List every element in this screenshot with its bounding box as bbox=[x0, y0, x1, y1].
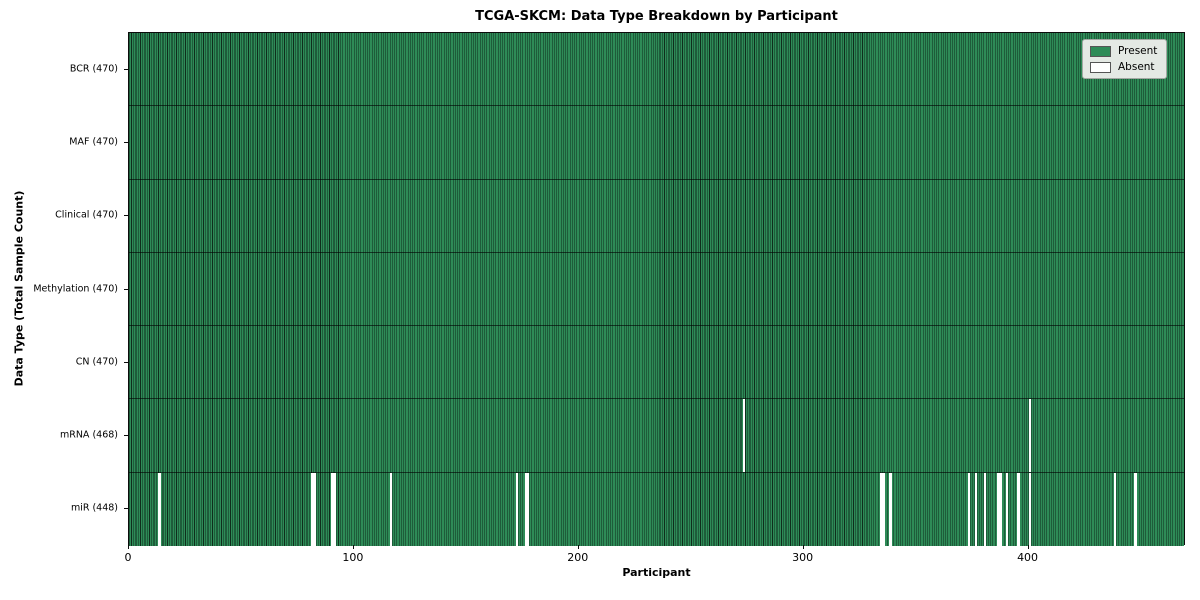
absent-cell bbox=[527, 472, 530, 546]
absent-cell bbox=[158, 472, 161, 546]
absent-cell bbox=[333, 472, 337, 546]
x-tick-label: 300 bbox=[792, 551, 814, 564]
y-tick-mark bbox=[124, 435, 128, 437]
legend-swatch-icon bbox=[1090, 61, 1111, 73]
y-tick-label: Methylation (470) bbox=[33, 283, 118, 294]
x-tick-mark bbox=[128, 545, 129, 549]
absent-cell bbox=[313, 472, 316, 546]
x-tick-label: 400 bbox=[1017, 551, 1039, 564]
y-tick-mark bbox=[124, 68, 128, 70]
absent-cell bbox=[524, 472, 528, 546]
legend-swatch-icon bbox=[1090, 45, 1111, 57]
absent-cell bbox=[997, 472, 1000, 546]
heatmap-row-CN bbox=[129, 326, 1184, 400]
y-tick-mark bbox=[124, 288, 128, 290]
y-tick-label: mRNA (468) bbox=[59, 429, 118, 441]
plot-area bbox=[128, 32, 1185, 546]
heatmap-row-miR bbox=[129, 472, 1184, 546]
x-tick-label: 100 bbox=[342, 551, 364, 564]
x-tick-label: 200 bbox=[567, 551, 589, 564]
absent-cell bbox=[889, 472, 892, 546]
absent-cell bbox=[882, 472, 885, 546]
absent-cell bbox=[1017, 472, 1020, 546]
absent-cell bbox=[880, 472, 883, 546]
absent-cell bbox=[967, 472, 971, 546]
y-tick-label: Clinical (470) bbox=[55, 209, 118, 221]
heatmap-row-BCR bbox=[129, 33, 1184, 107]
y-tick-mark bbox=[124, 508, 128, 510]
absent-cell bbox=[983, 472, 986, 546]
y-tick-mark bbox=[124, 215, 128, 217]
absent-cell bbox=[974, 472, 977, 546]
y-tick-label: miR (448) bbox=[70, 502, 118, 514]
absent-cell bbox=[331, 472, 334, 546]
absent-cell bbox=[742, 399, 746, 472]
absent-cell bbox=[515, 472, 519, 546]
heatmap-row-MAF bbox=[129, 106, 1184, 180]
legend-label: Present bbox=[1118, 45, 1158, 57]
absent-cell bbox=[999, 472, 1002, 546]
x-tick-label: 0 bbox=[124, 551, 132, 564]
y-tick-label: BCR (470) bbox=[69, 63, 118, 75]
absent-cell bbox=[311, 472, 314, 546]
absent-cell bbox=[1028, 472, 1031, 546]
legend-entry: Absent bbox=[1090, 61, 1157, 73]
absent-cell bbox=[1028, 399, 1031, 472]
chart-title: TCGA-SKCM: Data Type Breakdown by Partic… bbox=[475, 9, 838, 24]
y-tick-mark bbox=[124, 141, 128, 143]
x-tick-mark bbox=[1027, 545, 1029, 549]
x-axis-label: Participant bbox=[622, 566, 691, 579]
absent-cell bbox=[1006, 472, 1009, 546]
legend: Present Absent bbox=[1082, 39, 1168, 79]
heatmap-row-mRNA bbox=[129, 399, 1184, 473]
x-tick-mark bbox=[802, 545, 804, 549]
x-tick-mark bbox=[577, 545, 579, 549]
y-tick-label: MAF (470) bbox=[69, 136, 118, 148]
absent-cell bbox=[1114, 472, 1117, 546]
x-tick-mark bbox=[352, 545, 354, 549]
y-tick-mark bbox=[124, 361, 128, 363]
absent-cell bbox=[389, 472, 393, 546]
absent-cell bbox=[1134, 472, 1137, 546]
heatmap-row-Methylation bbox=[129, 252, 1184, 327]
legend-entry: Present bbox=[1090, 45, 1157, 57]
legend-label: Absent bbox=[1118, 61, 1155, 73]
heatmap-row-Clinical bbox=[129, 179, 1184, 253]
y-tick-label: CN (470) bbox=[75, 356, 118, 368]
